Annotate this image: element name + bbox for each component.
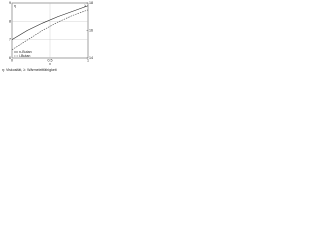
y2-axis-label: λ (84, 4, 86, 8)
y-tick-label: 9 (9, 1, 11, 5)
series-line (11, 9, 89, 51)
x-tick-label: 1 (87, 58, 89, 62)
y2-tick-label: 14 (89, 56, 93, 60)
y-tick-label: 8 (9, 19, 11, 23)
y-axis-label: η (14, 4, 16, 8)
y-tick-label: 7 (9, 38, 11, 42)
chart: η λ x η: Viskosität, λ: Wärmeleitfähigke… (2, 1, 93, 72)
x-axis-label: x (49, 62, 51, 66)
y2-tick-label: 16 (89, 28, 93, 32)
y2-tick-label: 18 (89, 1, 93, 5)
caption: η: Viskosität, λ: Wärmeleitfähigkeit (2, 68, 57, 72)
series-line (11, 5, 89, 40)
legend-label: i-Butan (19, 54, 30, 58)
legend-label: n-Butan (19, 50, 32, 54)
x-tick-label: 0 (11, 58, 13, 62)
y-tick-label: 6 (9, 56, 11, 60)
x-tick-label: 0.5 (48, 58, 53, 62)
